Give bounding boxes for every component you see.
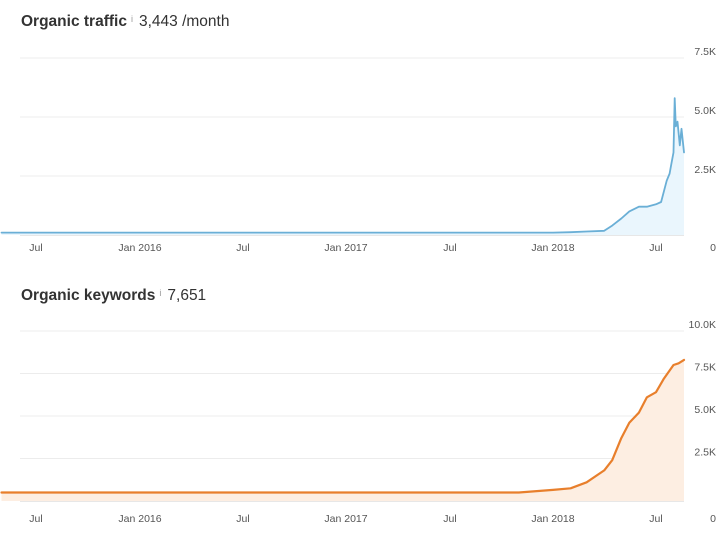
data-point <box>655 391 657 393</box>
data-point <box>628 422 630 424</box>
series-area <box>1 359 684 501</box>
series-line <box>0 358 686 494</box>
data-point <box>668 172 670 174</box>
x-tick-label: Jan 2017 <box>324 513 367 525</box>
x-tick-label: Jul <box>29 242 42 254</box>
x-tick-label: Jan 2018 <box>531 242 574 254</box>
data-point <box>676 121 678 123</box>
data-point <box>139 231 141 233</box>
data-point <box>660 201 662 203</box>
data-point <box>139 491 141 493</box>
x-tick-label: Jul <box>649 242 662 254</box>
x-tick-label: Jan 2018 <box>531 513 574 525</box>
data-point <box>518 491 520 493</box>
data-point <box>552 231 554 233</box>
data-point <box>569 487 571 489</box>
data-point <box>620 217 622 219</box>
x-tick-label: Jan 2016 <box>118 242 161 254</box>
data-point <box>672 364 674 366</box>
data-point <box>670 163 672 165</box>
x-tick-label: Jan 2017 <box>324 242 367 254</box>
data-point <box>646 396 648 398</box>
data-point <box>683 359 685 361</box>
y-tick-label: 0 <box>710 242 716 254</box>
organic-traffic-chart: 0 2.5K 5.0K 7.5K Jul Jan 2016 Jul Jan 2017 Jul Ja… <box>0 46 716 254</box>
metric-unit: /month <box>182 13 230 30</box>
y-tick-label: 7.5K <box>694 46 716 58</box>
data-point <box>646 206 648 208</box>
data-point <box>611 459 613 461</box>
data-point <box>569 231 571 233</box>
data-point <box>611 224 613 226</box>
info-icon[interactable]: i <box>159 288 162 298</box>
organic-keywords-value: 7,651 <box>167 287 206 305</box>
y-tick-label: 2.5K <box>694 164 716 176</box>
x-tick-label: Jul <box>29 513 42 525</box>
data-point <box>683 151 685 153</box>
x-tick-label: Jul <box>443 242 456 254</box>
info-icon[interactable]: i <box>130 14 133 24</box>
organic-keywords-title: Organic keywords <box>21 287 156 304</box>
data-point <box>628 210 630 212</box>
organic-traffic-panel: Organic traffic i 3,443 /month 0 2.5K 5.0K… <box>0 0 728 272</box>
data-point <box>603 230 605 232</box>
data-point <box>585 481 587 483</box>
data-point <box>552 489 554 491</box>
y-tick-label: 0 <box>710 513 716 525</box>
data-point <box>345 491 347 493</box>
metric-number: 3,443 <box>138 13 178 30</box>
data-point <box>585 230 587 232</box>
x-tick-label: Jul <box>236 242 249 254</box>
data-point <box>242 491 244 493</box>
data-point <box>534 231 536 233</box>
y-tick-label: 5.0K <box>694 404 716 416</box>
series-line <box>0 97 685 234</box>
data-point <box>666 180 668 182</box>
organic-keywords-chart: 0 2.5K 5.0K 7.5K 10.0K Jul Jan 2016 Jul Jan 2017… <box>0 319 716 525</box>
data-point <box>638 206 640 208</box>
y-tick-label: 5.0K <box>694 105 716 117</box>
organic-traffic-value: 3,443 /month <box>139 13 230 31</box>
data-point <box>449 231 451 233</box>
data-point <box>638 411 640 413</box>
x-tick-label: Jul <box>443 513 456 525</box>
organic-keywords-heading: Organic keywords i 7,651 <box>21 287 206 305</box>
data-point <box>0 231 2 233</box>
x-tick-label: Jul <box>649 513 662 525</box>
y-tick-label: 7.5K <box>694 362 716 374</box>
y-tick-label: 2.5K <box>694 447 716 459</box>
data-point <box>620 437 622 439</box>
data-point <box>655 203 657 205</box>
data-point <box>663 377 665 379</box>
organic-keywords-panel: Organic keywords i 7,651 0 2.5K 5.0K 7.5K 10… <box>0 272 728 545</box>
data-point <box>242 231 244 233</box>
x-tick-label: Jan 2016 <box>118 513 161 525</box>
y-tick-label: 10.0K <box>689 319 716 331</box>
data-point <box>679 144 681 146</box>
organic-traffic-heading: Organic traffic i 3,443 /month <box>21 13 229 31</box>
data-point <box>677 362 679 364</box>
x-tick-label: Jul <box>236 513 249 525</box>
data-point <box>449 491 451 493</box>
data-point <box>675 125 677 127</box>
organic-traffic-title: Organic traffic <box>21 13 127 30</box>
data-point <box>680 128 682 130</box>
data-point <box>674 97 676 99</box>
data-point <box>0 491 2 493</box>
metric-number: 7,651 <box>167 287 207 304</box>
data-point <box>603 469 605 471</box>
data-point <box>672 151 674 153</box>
data-point <box>345 231 347 233</box>
series-area <box>1 98 684 235</box>
